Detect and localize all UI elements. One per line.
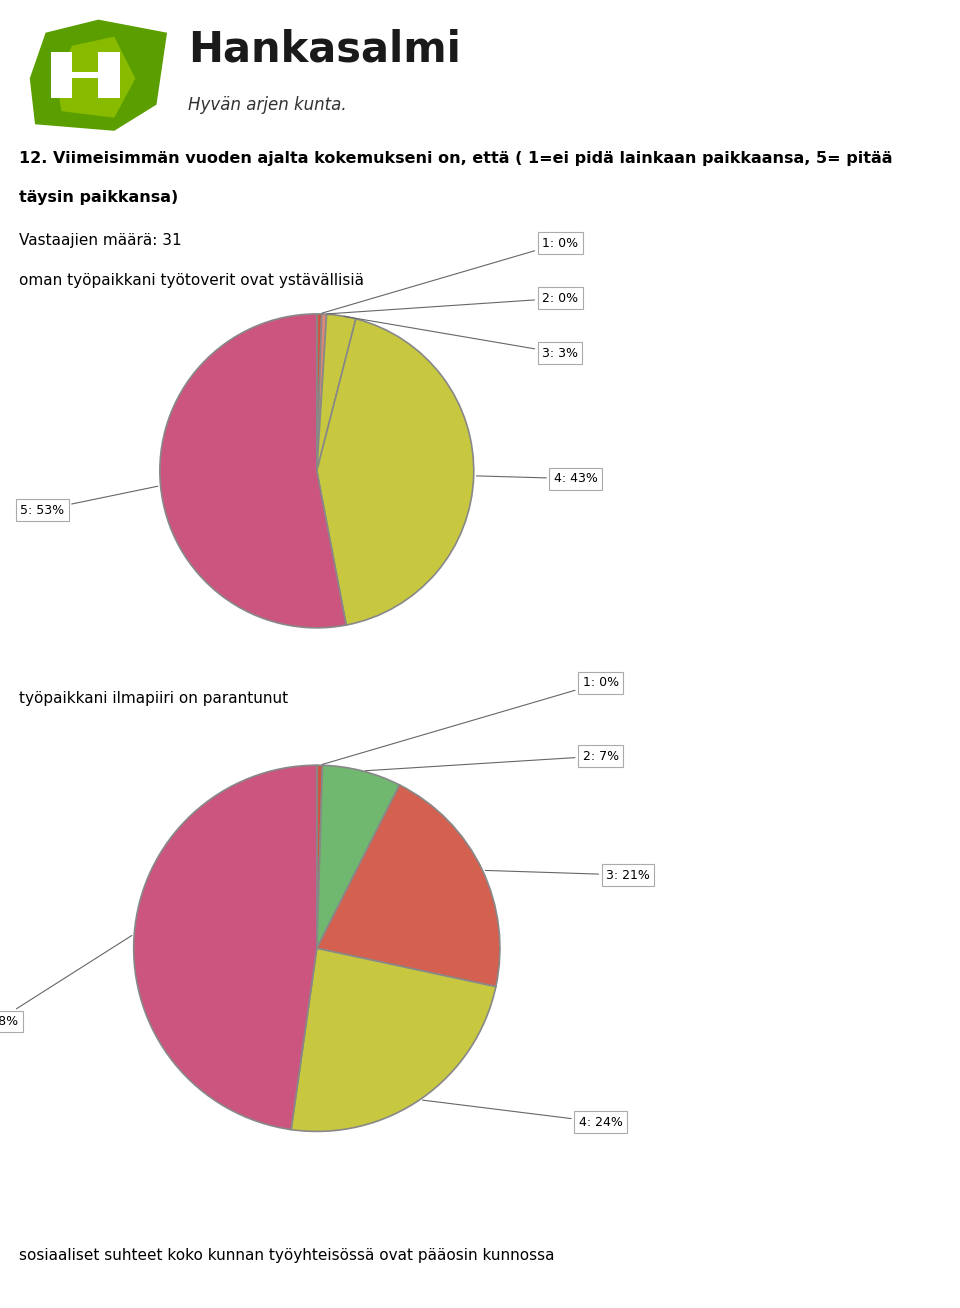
Text: Vastaajien määrä: 31: Vastaajien määrä: 31	[19, 233, 181, 249]
Polygon shape	[51, 52, 120, 98]
Text: 1: 0%: 1: 0%	[323, 676, 618, 764]
Wedge shape	[133, 765, 317, 1130]
Text: oman työpaikkani työtoverit ovat ystävällisiä: oman työpaikkani työtoverit ovat ystäväl…	[19, 273, 364, 288]
Text: Hyvän arjen kunta.: Hyvän arjen kunta.	[188, 95, 347, 114]
Wedge shape	[160, 314, 347, 628]
Wedge shape	[317, 314, 322, 471]
Text: 5: 48%: 5: 48%	[0, 935, 132, 1028]
Wedge shape	[317, 765, 323, 948]
Text: 12. Viimeisimmän vuoden ajalta kokemukseni on, että ( 1=ei pidä lainkaan paikkaa: 12. Viimeisimmän vuoden ajalta kokemukse…	[19, 150, 893, 166]
Polygon shape	[30, 20, 167, 131]
Wedge shape	[317, 314, 326, 471]
Wedge shape	[317, 765, 399, 948]
Wedge shape	[317, 785, 500, 986]
Text: sosiaaliset suhteet koko kunnan työyhteisössä ovat pääosin kunnossa: sosiaaliset suhteet koko kunnan työyhtei…	[19, 1248, 555, 1264]
Wedge shape	[317, 319, 473, 625]
Text: 3: 3%: 3: 3%	[344, 317, 578, 360]
Text: työpaikkani ilmapiiri on parantunut: työpaikkani ilmapiiri on parantunut	[19, 691, 288, 706]
Polygon shape	[56, 37, 135, 118]
Text: 2: 0%: 2: 0%	[327, 292, 578, 314]
Wedge shape	[291, 948, 496, 1131]
Text: 3: 21%: 3: 21%	[485, 869, 650, 882]
Text: Hankasalmi: Hankasalmi	[188, 29, 461, 71]
Text: täysin paikkansa): täysin paikkansa)	[19, 190, 179, 205]
Wedge shape	[317, 314, 356, 471]
Text: 4: 43%: 4: 43%	[476, 472, 598, 485]
Text: 1: 0%: 1: 0%	[322, 237, 578, 313]
Text: 2: 7%: 2: 7%	[365, 749, 618, 770]
Text: 4: 24%: 4: 24%	[422, 1100, 623, 1129]
Text: 5: 53%: 5: 53%	[20, 487, 157, 517]
